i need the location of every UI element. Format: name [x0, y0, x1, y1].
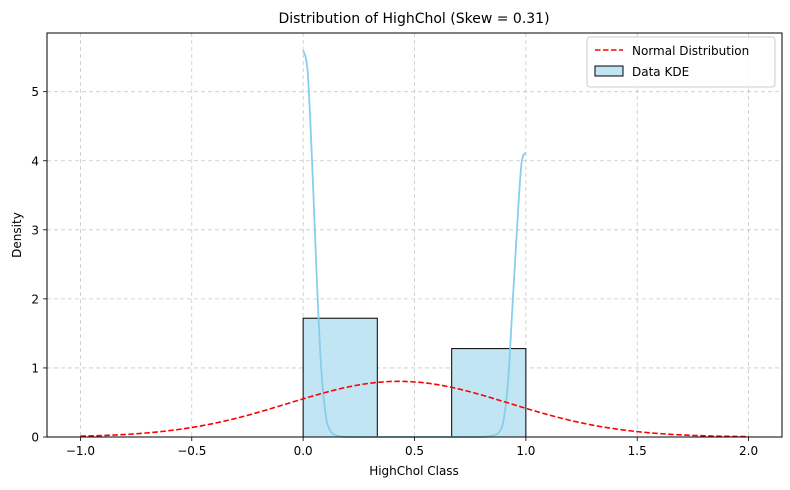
chart-title: Distribution of HighChol (Skew = 0.31) [278, 11, 549, 27]
histogram-bars [302, 317, 527, 438]
y-axis-label: Density [10, 212, 24, 258]
histogram-bar [302, 317, 378, 438]
normal-distribution-line [80, 380, 749, 438]
y-tick-label: 1 [31, 361, 39, 375]
y-tick-label: 3 [31, 223, 39, 237]
x-tick-label: −1.0 [66, 444, 95, 458]
x-tick-label: 0.0 [294, 444, 313, 458]
y-tick-label: 2 [31, 292, 39, 306]
x-tick-label: 1.5 [628, 444, 647, 458]
x-tick-label: 1.0 [516, 444, 535, 458]
legend-box [586, 36, 776, 88]
legend-normal-label: Normal Distribution [632, 44, 749, 58]
y-tick-label: 0 [31, 431, 39, 445]
y-tick-label: 4 [31, 154, 39, 168]
y-tick-label: 5 [31, 85, 39, 99]
x-tick-label: −0.5 [177, 444, 206, 458]
x-axis-label: HighChol Class [369, 464, 459, 478]
histogram-bar [451, 348, 527, 438]
x-axis-ticks: −1.0 −0.5 0.0 0.5 1.0 1.5 2.0 [66, 437, 758, 458]
x-tick-label: 0.5 [405, 444, 424, 458]
y-axis-ticks: 0 1 2 3 4 5 [31, 85, 47, 445]
legend: Normal Distribution Data KDE [586, 36, 776, 88]
legend-kde-swatch [594, 65, 624, 77]
x-tick-label: 2.0 [739, 444, 758, 458]
legend-kde-label: Data KDE [632, 65, 689, 79]
